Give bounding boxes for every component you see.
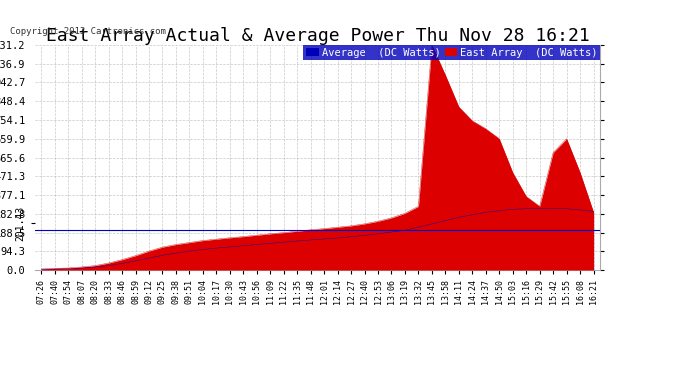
Text: Copyright 2013 Cartronics.com: Copyright 2013 Cartronics.com: [10, 27, 166, 36]
Title: East Array Actual & Average Power Thu Nov 28 16:21: East Array Actual & Average Power Thu No…: [46, 27, 589, 45]
Legend: Average  (DC Watts), East Array  (DC Watts): Average (DC Watts), East Array (DC Watts…: [304, 45, 600, 60]
